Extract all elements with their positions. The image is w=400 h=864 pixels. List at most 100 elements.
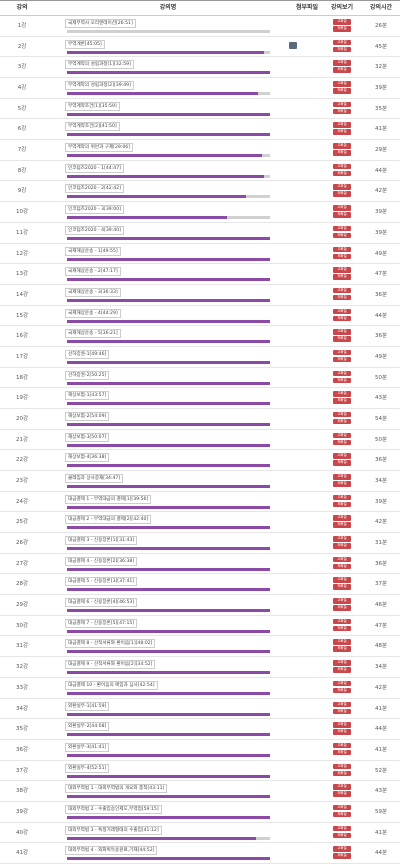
view-button[interactable]: 고화질 [333,391,351,397]
view-button[interactable]: 저화질 [333,88,351,94]
view-button[interactable]: 저화질 [333,749,351,756]
view-button[interactable]: 고화질 [333,515,351,521]
view-button[interactable]: 저화질 [333,563,351,570]
lecture-title[interactable]: 대외무역법 3 - 특정거래형태의 수출입[41:12] [65,825,162,835]
lecture-title[interactable]: 국제해상운송 - 3[36:33] [65,287,121,297]
view-button[interactable]: 저화질 [333,501,351,508]
view-button[interactable]: 고화질 [333,577,351,583]
lecture-title[interactable]: 해상보험-3[50:07] [65,432,110,442]
view-button[interactable]: 저화질 [333,832,351,839]
view-button[interactable]: 고화질 [333,825,351,832]
lecture-title[interactable]: 대외무역법 2 - 수출입승인제도,무역업[59:15] [65,804,162,814]
view-button[interactable]: 고화질 [333,349,351,356]
view-button[interactable]: 저화질 [333,294,351,301]
view-button[interactable]: 저화질 [333,129,351,135]
view-button[interactable]: 고화질 [333,267,351,273]
view-button[interactable]: 저화질 [333,67,351,73]
lecture-title[interactable]: 무역계약의 성립과정[2][39:49] [65,81,134,91]
view-button[interactable]: 저화질 [333,336,351,342]
view-button[interactable]: 고화질 [333,556,351,563]
lecture-title[interactable]: 무역계약의 위반과 구제[29:06] [65,143,134,153]
lecture-title[interactable]: 국제해상운송 - 5[36:21] [65,329,121,339]
lecture-title[interactable]: 대금결제 7 - 신용장론[5][47:15] [65,618,138,628]
view-button[interactable]: 고화질 [333,701,351,708]
view-button[interactable]: 저화질 [333,543,351,549]
view-button[interactable]: 저화질 [333,274,351,280]
lecture-title[interactable]: 대금결제 8 - 선적서류와 환어음[1][48:02] [65,639,156,649]
lecture-title[interactable]: 인코텀즈2020 - 1[44:47] [65,163,124,173]
lecture-title[interactable]: 선하증권-1[49:46] [65,349,110,359]
view-button[interactable]: 저화질 [333,667,351,673]
view-button[interactable]: 고화질 [333,453,351,459]
lecture-title[interactable]: 외환실무-4[52:51] [65,763,110,773]
view-button[interactable]: 고화질 [333,846,351,852]
view-button[interactable]: 저화질 [333,770,351,777]
lecture-title[interactable]: 대금결제 1 - 무역대금의 결제[1][39:56] [65,494,152,504]
lecture-title[interactable]: 해상보험-2[54:09] [65,411,110,421]
view-button[interactable]: 저화질 [333,356,351,363]
view-button[interactable]: 저화질 [333,398,351,404]
view-button[interactable]: 저화질 [333,315,351,322]
view-button[interactable]: 고화질 [333,763,351,770]
lecture-title[interactable]: 선하증권-2[50:25] [65,370,110,380]
lecture-title[interactable]: 대금결제 9 - 선적서류와 환어음[2][34:52] [65,660,156,670]
view-button[interactable]: 저화질 [333,150,351,156]
lecture-title[interactable]: 해상보험-4[36:38] [65,453,110,463]
view-button[interactable]: 저화질 [333,170,351,177]
view-button[interactable]: 저화질 [333,811,351,818]
view-button[interactable]: 고화질 [333,639,351,645]
lecture-title[interactable]: 인코텀즈2020 - 2[42:42] [65,184,124,194]
lecture-title[interactable]: 무역개론[45:05] [65,39,105,49]
lecture-title[interactable]: 국제해상운송 - 1[49:55] [65,246,121,256]
lecture-title[interactable]: 외환실무-1[41:59] [65,701,110,711]
view-button[interactable]: 고화질 [333,370,351,377]
view-button[interactable]: 고화질 [333,143,351,149]
view-button[interactable]: 저화질 [333,46,351,53]
view-button[interactable]: 고화질 [333,163,351,170]
view-button[interactable]: 고화질 [333,411,351,418]
view-button[interactable]: 저화질 [333,481,351,487]
view-button[interactable]: 저화질 [333,108,351,115]
view-button[interactable]: 저화질 [333,253,351,259]
view-button[interactable]: 저화질 [333,625,351,632]
view-button[interactable]: 고화질 [333,329,351,335]
view-button[interactable]: 고화질 [333,205,351,211]
view-button[interactable]: 저화질 [333,729,351,735]
view-button[interactable]: 저화질 [333,191,351,197]
view-button[interactable]: 저화질 [333,853,351,859]
view-button[interactable]: 고화질 [333,804,351,811]
view-button[interactable]: 저화질 [333,439,351,446]
lecture-title[interactable]: 무역계약조건[2][41:50] [65,122,120,132]
view-button[interactable]: 고화질 [333,474,351,480]
lecture-title[interactable]: 대금결제 5 - 신용장론[3][37:41] [65,577,138,587]
view-button[interactable]: 저화질 [333,418,351,425]
lecture-title[interactable]: 외환실무-3[41:41] [65,742,110,752]
view-button[interactable]: 고화질 [333,722,351,728]
view-button[interactable]: 고화질 [333,225,351,232]
lecture-title[interactable]: 대금결제 10 - 환어음의 매입과 심사[42:54] [65,680,158,690]
lecture-title[interactable]: 대금결제 6 - 신용장론[4][46:53] [65,598,138,608]
view-button[interactable]: 고화질 [333,618,351,625]
view-button[interactable]: 저화질 [333,377,351,384]
view-button[interactable]: 고화질 [333,122,351,128]
view-button[interactable]: 저화질 [333,646,351,652]
view-button[interactable]: 고화질 [333,246,351,252]
view-button[interactable]: 고화질 [333,60,351,66]
view-button[interactable]: 고화질 [333,660,351,666]
view-button[interactable]: 고화질 [333,308,351,315]
view-button[interactable]: 고화질 [333,536,351,542]
view-button[interactable]: 고화질 [333,184,351,190]
lecture-title[interactable]: 인코텀즈2020 - 3[39:00] [65,205,124,215]
view-button[interactable]: 저화질 [333,460,351,466]
lecture-title[interactable]: 클레임과 상사중재[34:47] [65,474,124,484]
view-button[interactable]: 고화질 [333,680,351,687]
lecture-title[interactable]: 대금결제 3 - 신용장론[1][31:43] [65,536,138,546]
view-button[interactable]: 저화질 [333,522,351,528]
view-button[interactable]: 저화질 [333,26,351,32]
view-button[interactable]: 저화질 [333,687,351,694]
view-button[interactable]: 고화질 [333,287,351,294]
attachment-icon[interactable] [289,41,297,49]
lecture-title[interactable]: 대금결제 2 - 무역대금의 결제[2][42:40] [65,515,152,525]
lecture-title[interactable]: 대외무역법 4 - 외화획득용원료,기재[44:52] [65,846,158,856]
view-button[interactable]: 저화질 [333,584,351,590]
